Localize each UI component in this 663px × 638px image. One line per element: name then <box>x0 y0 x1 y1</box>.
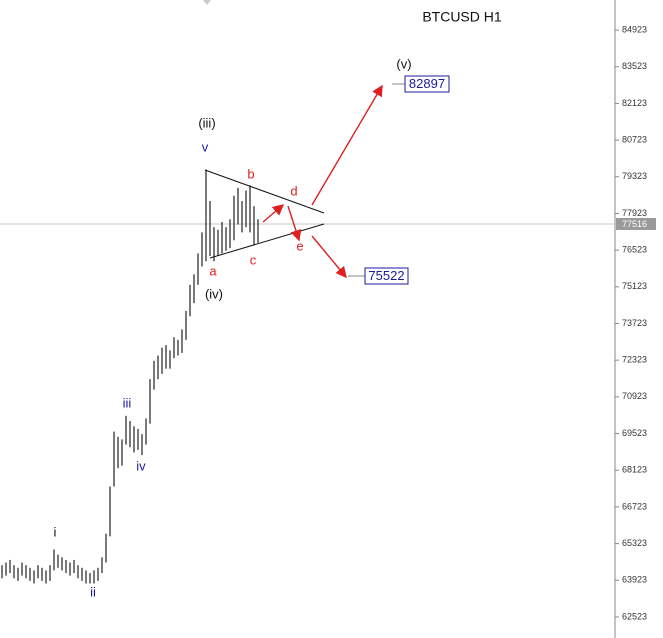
current-price-label: 77516 <box>622 219 647 229</box>
arrow-down <box>311 235 347 279</box>
y-tick-label: 80723 <box>622 134 647 144</box>
y-tick-label: 77923 <box>622 208 647 218</box>
wave-label: c <box>250 252 257 267</box>
bars <box>1 169 259 584</box>
y-tick-label: 76523 <box>622 245 647 255</box>
y-tick-label: 63923 <box>622 575 647 585</box>
y-tick-label: 65323 <box>622 538 647 548</box>
target-up-box <box>404 75 450 93</box>
y-tick-label: 84923 <box>622 24 647 34</box>
arrow-d <box>262 204 285 223</box>
triangle-upper <box>204 169 325 214</box>
wave-label: ii <box>90 584 96 599</box>
current-price-box <box>616 218 656 230</box>
y-tick-label: 75123 <box>622 281 647 291</box>
wave-label: iii <box>123 395 132 410</box>
wave-label: a <box>209 263 217 278</box>
wave-label: b <box>247 166 254 181</box>
wave-label: iv <box>136 458 146 473</box>
y-tick-label: 82123 <box>622 98 647 108</box>
wave-label: (v) <box>396 56 411 71</box>
chart-title: BTCUSD H1 <box>422 9 502 25</box>
wave-label: e <box>296 238 303 253</box>
arrow-up <box>311 84 383 206</box>
y-tick-label: 69523 <box>622 428 647 438</box>
wave-label: v <box>202 139 209 154</box>
wave-label: d <box>290 183 297 198</box>
y-tick-label: 68123 <box>622 465 647 475</box>
triangle-lower <box>209 223 325 259</box>
y-tick-label: 62523 <box>622 611 647 621</box>
y-tick-label: 73723 <box>622 318 647 328</box>
target-up-label: 82897 <box>409 76 445 91</box>
wave-label: (iv) <box>205 286 223 301</box>
y-tick-label: 79323 <box>622 171 647 181</box>
wave-label: i <box>54 524 57 539</box>
y-tick-label: 70923 <box>622 391 647 401</box>
scroll-marker <box>203 0 211 5</box>
arrow-e <box>287 205 302 242</box>
target-down-box <box>364 267 409 285</box>
y-tick-label: 83523 <box>622 61 647 71</box>
y-tick-label: 66723 <box>622 501 647 511</box>
target-down-label: 75522 <box>368 268 404 283</box>
y-tick-label: 72323 <box>622 355 647 365</box>
wave-label: (iii) <box>198 115 215 130</box>
